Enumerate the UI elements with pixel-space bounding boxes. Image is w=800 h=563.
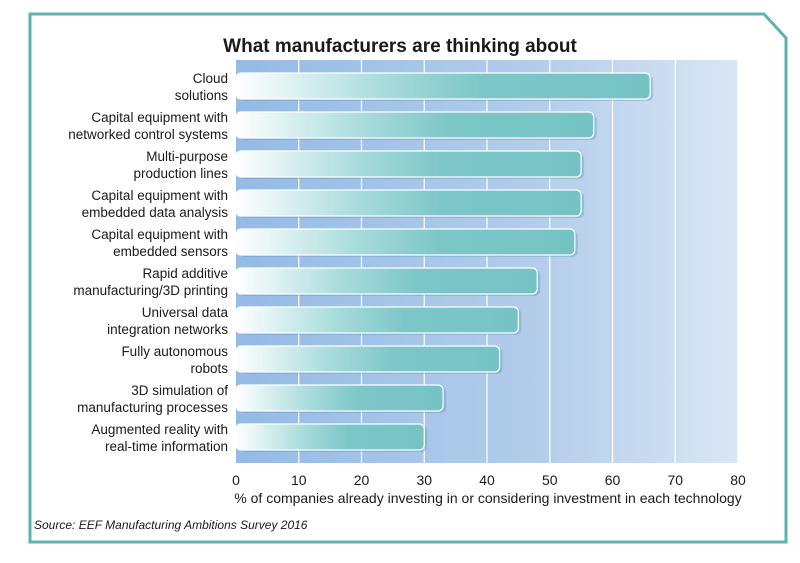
category-label: Fully autonomous robots [121, 344, 228, 376]
category-label: Capital equipment with embedded data anal… [82, 188, 229, 220]
bar [235, 228, 576, 256]
source-note: Source: EEF Manufacturing Ambitions Surv… [34, 518, 308, 532]
category-label: Augmented reality with real-time informat… [91, 422, 228, 454]
x-tick-label: 0 [232, 472, 240, 488]
bar [235, 111, 595, 139]
category-label: Capital equipment with networked control … [68, 110, 228, 142]
x-tick-label: 70 [667, 472, 683, 488]
bar [235, 345, 501, 373]
x-axis-label: % of companies already investing in or c… [234, 490, 742, 506]
x-tick-label: 20 [354, 472, 370, 488]
category-label: Rapid additive manufacturing/3D printing [73, 266, 228, 298]
x-tick-label: 30 [416, 472, 432, 488]
chart-title: What manufacturers are thinking about [223, 36, 577, 57]
category-label: 3D simulation of manufacturing processes [77, 383, 228, 415]
bar [235, 267, 538, 295]
bar [235, 150, 582, 178]
x-tick-label: 80 [730, 472, 746, 488]
bar [235, 384, 444, 412]
category-label: Multi-purpose production lines [133, 149, 228, 181]
bar [235, 423, 425, 451]
category-label: Cloud solutions [175, 71, 229, 103]
x-tick-label: 40 [479, 472, 495, 488]
category-label: Universal data integration networks [107, 305, 228, 337]
bar [235, 72, 651, 100]
bar [235, 189, 582, 217]
x-tick-label: 60 [605, 472, 621, 488]
x-tick-label: 10 [291, 472, 307, 488]
bar [235, 306, 519, 334]
x-tick-label: 50 [542, 472, 558, 488]
category-label: Capital equipment with embedded sensors [91, 227, 228, 259]
